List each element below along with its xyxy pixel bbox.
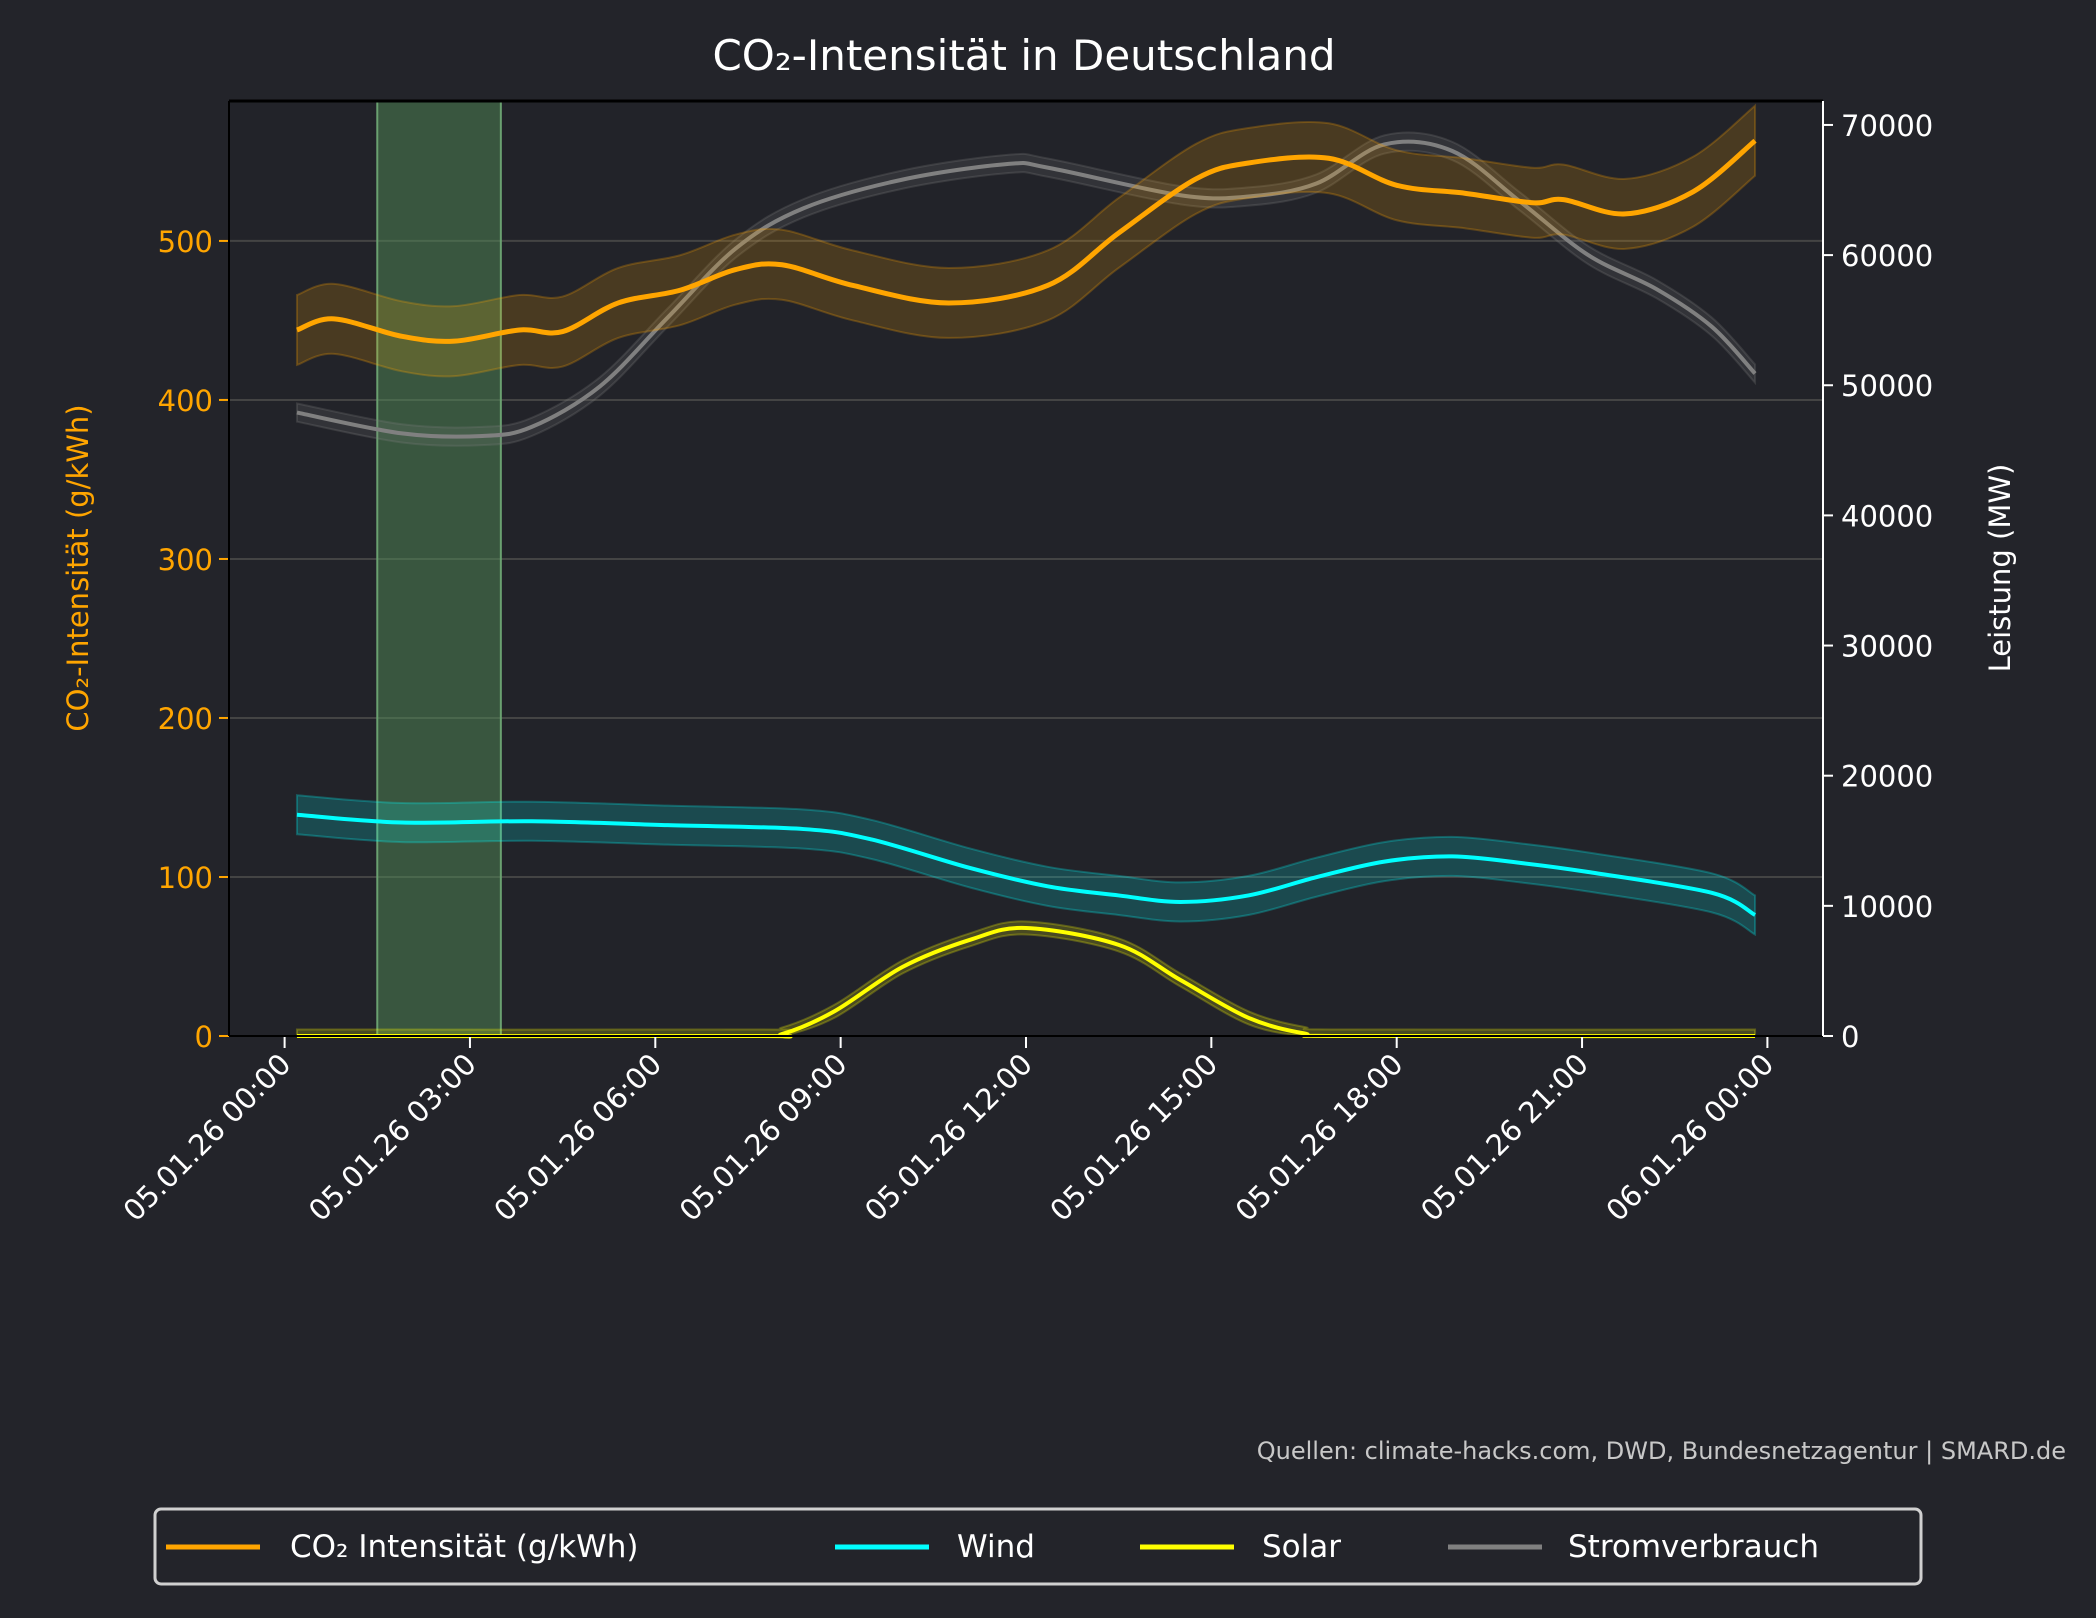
y-right-tick-label: 60000 bbox=[1841, 239, 1933, 273]
co2-line bbox=[296, 138, 1757, 344]
source-note: Quellen: climate-hacks.com, DWD, Bundesn… bbox=[1257, 1437, 2066, 1465]
legend: CO₂ Intensität (g/kWh) Wind Solar Stromverb… bbox=[153, 1507, 1923, 1586]
y-right-tick-label: 20000 bbox=[1841, 760, 1933, 794]
y-axis-right-label: Leistung (MW) bbox=[1983, 464, 2017, 673]
legend-label: CO₂ Intensität (g/kWh) bbox=[290, 1529, 638, 1565]
wind-line bbox=[296, 812, 1757, 917]
legend-box bbox=[153, 1507, 1923, 1586]
y-right-tick-label: 0 bbox=[1841, 1020, 1859, 1054]
y-left-tick-label: 300 bbox=[158, 543, 213, 577]
wind-uncertainty-band bbox=[295, 794, 1757, 937]
y-left-tick-label: 500 bbox=[158, 225, 213, 259]
y-left-tick-label: 0 bbox=[195, 1020, 213, 1054]
y-right-tick-label: 40000 bbox=[1841, 499, 1933, 533]
stromverbrauch-line bbox=[296, 139, 1757, 439]
y-right-tick-label: 50000 bbox=[1841, 369, 1933, 403]
co2-uncertainty-band bbox=[295, 103, 1757, 378]
y-left-tick-label: 100 bbox=[158, 861, 213, 895]
y-right-tick-label: 70000 bbox=[1841, 109, 1933, 143]
y-left-tick-label: 200 bbox=[158, 702, 213, 736]
y-right-tick-label: 10000 bbox=[1841, 890, 1933, 924]
highlight-span bbox=[376, 100, 502, 1037]
y-left-tick-label: 400 bbox=[158, 384, 213, 418]
legend-label: Solar bbox=[1262, 1529, 1341, 1565]
night-highlight-band bbox=[376, 100, 502, 1037]
y-axis-left-label: CO₂-Intensität (g/kWh) bbox=[61, 404, 95, 731]
y-right-tick-label: 30000 bbox=[1841, 630, 1933, 664]
stromverbrauch-uncertainty-band bbox=[295, 131, 1757, 447]
legend-label: Stromverbrauch bbox=[1568, 1529, 1819, 1565]
chart-title: CO₂-Intensität in Deutschland bbox=[712, 31, 1335, 80]
legend-label: Wind bbox=[957, 1529, 1035, 1565]
